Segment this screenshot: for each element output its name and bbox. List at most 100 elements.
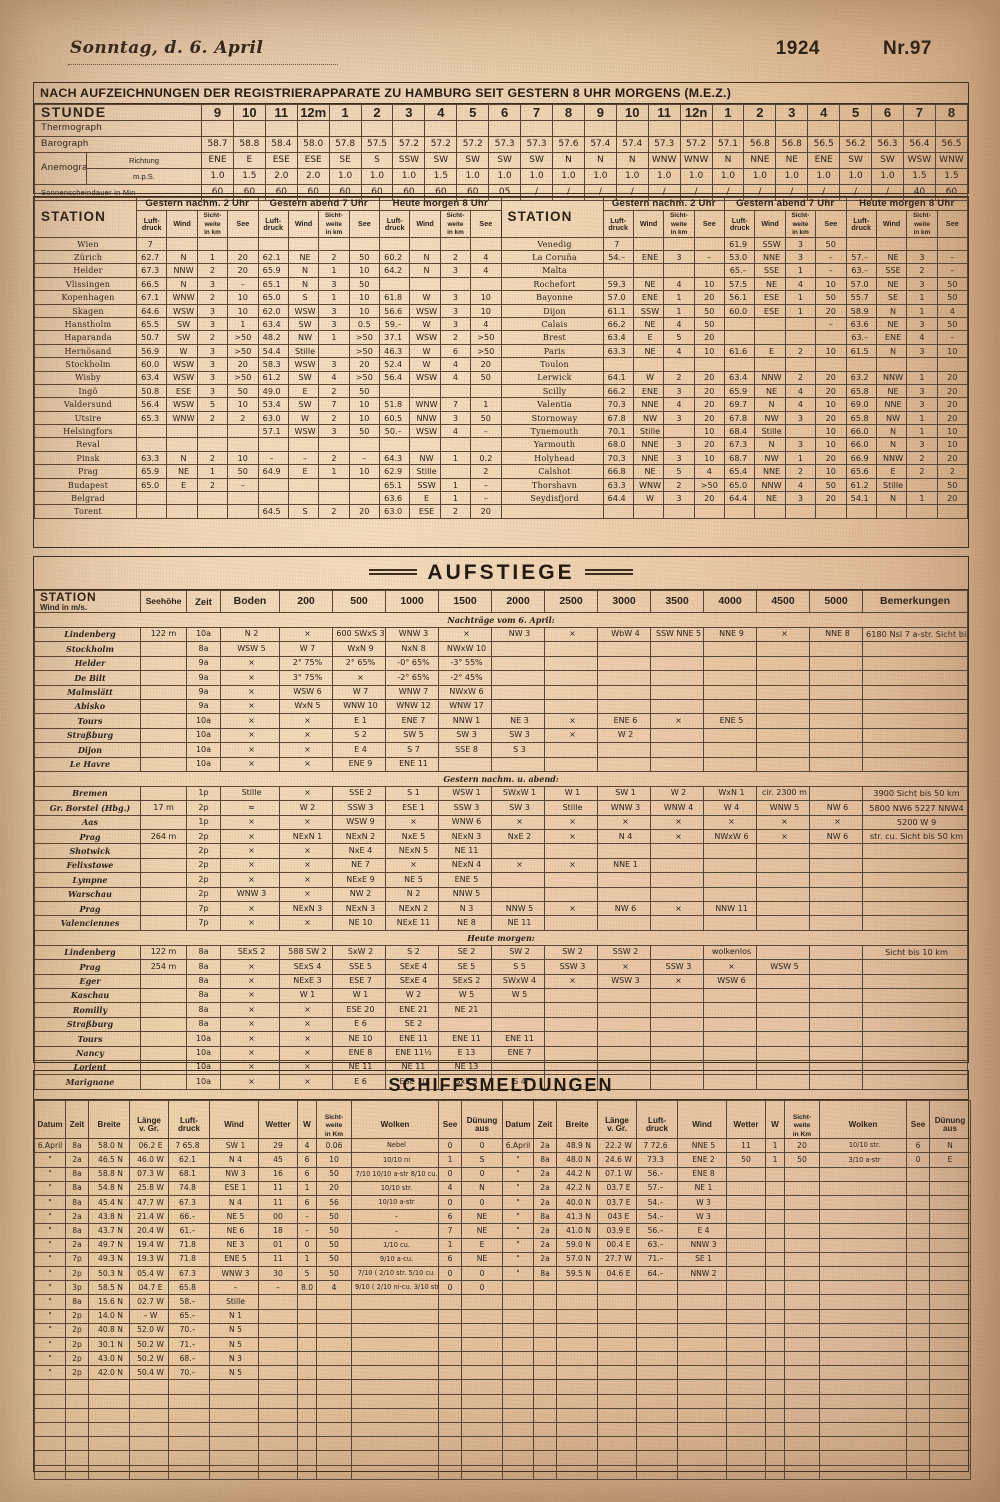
schiff-datum [34,1436,66,1452]
station-wind-direction: W [632,370,665,385]
schiff-wetter [726,1195,766,1211]
schiff-wetter: 11 [258,1251,298,1267]
station-pressure: 65.0 [135,477,168,493]
schiff-wind: NW 3 [209,1166,259,1182]
aufstiege-level-value: ESE 7 [332,973,386,989]
aufstiege-level-value: WxN 5 [279,698,333,715]
schiff-datum: " [34,1351,66,1367]
schiff-header-spacer [438,1100,462,1113]
station-visibility: 50 [348,383,381,399]
schiff-zeit: 7p [65,1251,89,1267]
schiff-wetter: 30 [258,1265,298,1282]
aufstiege-station-name: De Bilt [34,670,141,686]
station-wind-direction: N [754,437,786,452]
station-wind-direction: NE [754,491,786,506]
station-visibility: 20 [693,383,726,399]
schiff-duenung: NE [461,1223,503,1239]
station-visibility: 20 [348,357,381,372]
aufstiege-level-value [544,987,598,1004]
schiff-sichtweite [784,1365,820,1381]
aufstiege-level-value: W 1 [544,785,598,802]
schiff-header-spacer [533,1100,557,1113]
station-visibility: 10 [227,397,259,412]
station-pressure [723,357,756,372]
station-pressure: 65.8 [845,383,877,399]
station-pressure: 64.6 [135,303,168,318]
aufstiege-bemerkung [862,857,968,874]
schiff-wetter [258,1464,298,1480]
schiff-wolken [819,1166,907,1182]
aufstiege-level-value [650,742,704,758]
aufstiege-level-value [809,944,863,961]
aufstiege-level-value: 2° 65% [332,655,386,672]
aufstiege-boden: × [220,698,280,715]
aufstiege-seehoehe [140,641,187,657]
station-wind-direction: SW [166,316,198,332]
station-name: Valentia [500,397,604,412]
aufstiege-boden: × [220,742,280,758]
station-pressure: 63.3 [135,450,168,466]
station-visibility [227,236,259,252]
aufstiege-zeit: 7p [186,915,221,931]
schiff-see [438,1464,462,1480]
aufstiege-level-value: × [544,829,598,845]
station-wind-direction: N [875,343,908,359]
station-wind-force: 7 [318,397,350,412]
aufstiege-level-value: WNW 17 [438,698,492,715]
schiff-w [765,1322,785,1338]
aufstiege-level-value: W 7 [279,641,333,657]
station-wind-force: 3 [196,343,229,359]
schiff-luftdruck [168,1379,210,1395]
aufstiege-bemerkung [862,756,968,772]
station-wind-direction: N [166,450,198,466]
schiff-zeit: 2a [533,1195,557,1211]
schiff-header-see: See [906,1112,930,1140]
issue-date: Sonntag, d. 6. April [70,38,264,58]
schiff-luftdruck [636,1351,678,1367]
aufstiege-level-value: ENE 8 [332,1045,386,1061]
station-wind-force: 1 [906,290,938,305]
station-wind-direction: WNW [166,290,198,305]
aufstiege-station-name: Shotwick [34,843,141,859]
deco-left-icon [369,569,418,578]
station-visibility [815,330,847,345]
schiff-duenung [929,1280,971,1296]
station-pressure: 68.4 [723,424,756,439]
aufstiege-level-value: NWxW 6 [438,684,492,700]
aufstiege-level-value: × [544,857,598,874]
aufstiege-station-name: Nancy [34,1045,141,1061]
aufstiege-level-value: × [491,814,545,831]
schiff-wetter [258,1322,298,1338]
station-name: Stornoway [500,410,604,426]
schiff-breite [556,1422,598,1438]
station-wind-direction: N [875,424,908,439]
schiff-duenung: 0 [461,1280,503,1296]
aufstiege-level-value: SSW 2 [597,944,651,961]
station-wind-force: 4 [784,477,817,493]
aufstiege-station-name: Lindenberg [34,626,141,643]
aufstiege-level-value [491,886,545,903]
schiff-laenge [597,1336,637,1353]
station-pressure: 53.0 [723,249,756,265]
station-pressure: 64.3 [378,450,411,466]
schiff-header-spacer [636,1100,678,1113]
anemograph-speed-cell: 2.0 [296,168,330,185]
schiff-w [297,1436,317,1452]
anemograph-speed-cell: 1.0 [360,168,394,185]
station-wind-force [784,330,817,345]
schiff-w [297,1407,317,1424]
aufstiege-level-value [703,857,757,874]
aufstiege-level-value: SExS 4 [279,959,333,975]
station-wind-force [784,424,817,439]
barograph-cell: 56.8 [775,136,809,153]
barograph-cell: 56.2 [839,136,873,153]
schiff-wetter [726,1422,766,1438]
aufstiege-level-value [597,1031,651,1047]
station-name: Vlissingen [34,276,137,292]
aufstiege-level-value [703,915,757,931]
station-wind-direction: SSW [632,303,665,318]
aufstiege-seehoehe [140,901,187,917]
aufstiege-table: STATION Wind in m/s. Seehöhe Zeit Boden 200 50… [34,590,968,1090]
aufstiege-station-name: Prag [34,959,141,975]
schiff-wetter [726,1280,766,1296]
